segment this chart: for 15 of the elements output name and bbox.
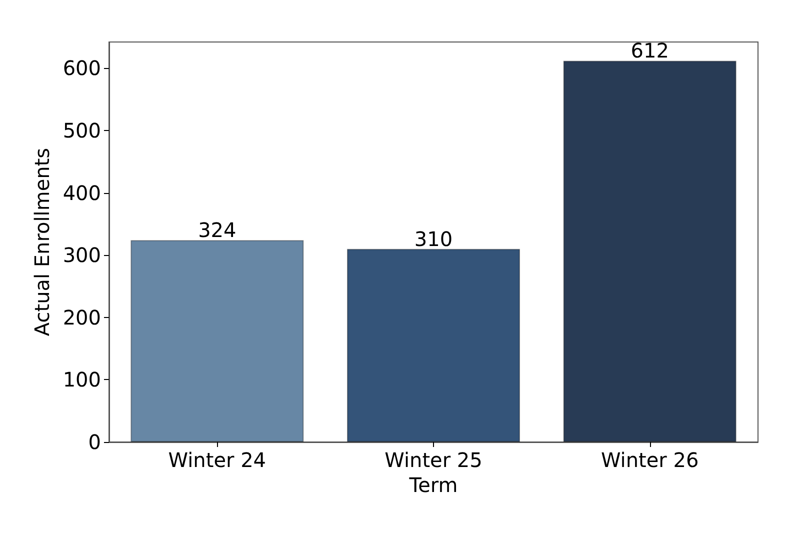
x-tick-label: Winter 24 xyxy=(168,448,266,472)
x-tick-label: Winter 26 xyxy=(600,448,699,472)
y-tick-label: 0 xyxy=(88,430,101,454)
y-axis-title: Actual Enrollments xyxy=(30,148,54,336)
x-tick-label: Winter 25 xyxy=(384,448,482,472)
data-label: 612 xyxy=(630,38,669,63)
data-label: 310 xyxy=(414,226,453,251)
data-label: 324 xyxy=(198,218,236,242)
y-tick-label: 500 xyxy=(62,118,101,142)
y-tick-label: 200 xyxy=(62,305,101,330)
y-tick-label: 100 xyxy=(62,368,101,392)
y-tick-label: 400 xyxy=(62,180,101,205)
y-tick-label: 600 xyxy=(62,56,101,80)
x-axis-title: Term xyxy=(408,472,458,497)
y-tick-label: 300 xyxy=(62,243,101,268)
